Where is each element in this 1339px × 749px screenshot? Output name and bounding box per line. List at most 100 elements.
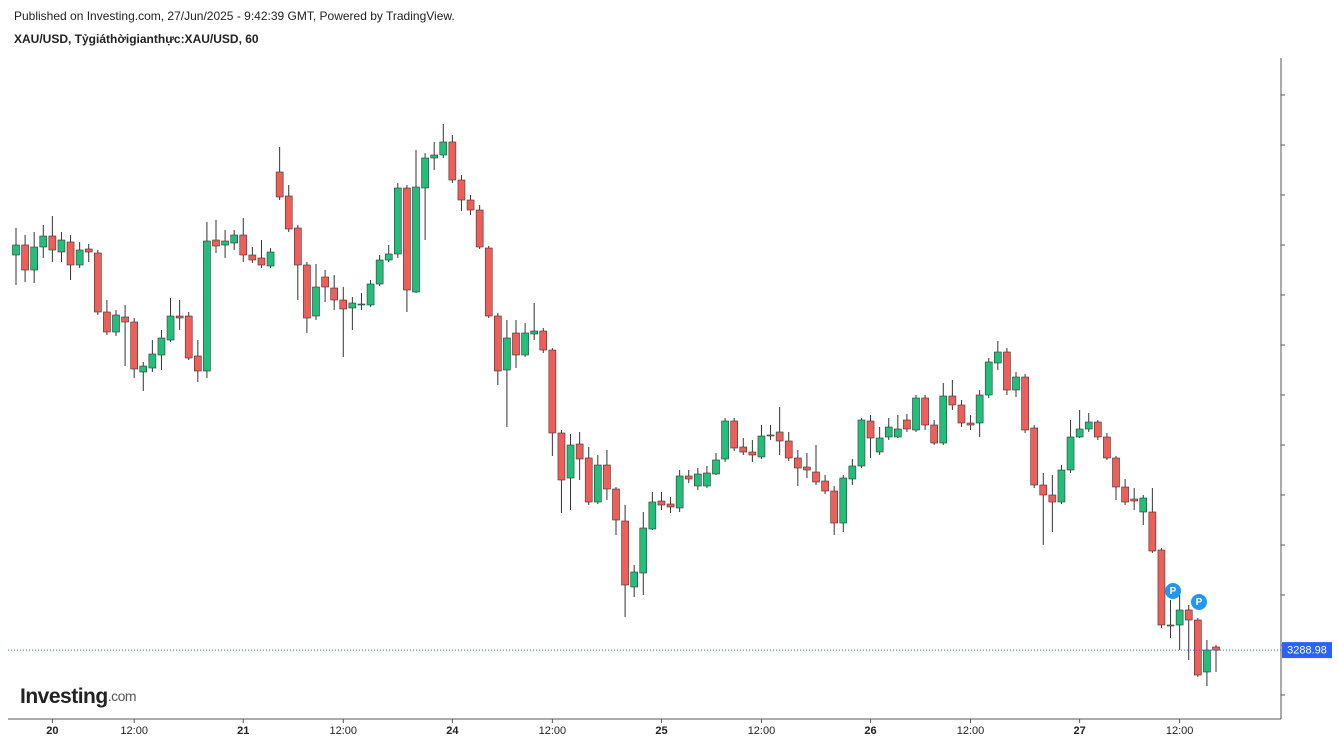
candle-body: [230, 234, 238, 244]
candle-body: [812, 471, 820, 483]
candle-body: [648, 501, 657, 530]
candle-body: [175, 315, 184, 319]
candle-body: [1094, 421, 1102, 438]
candle-body: [794, 457, 802, 469]
candle-body: [1166, 624, 1175, 627]
candle-body: [512, 332, 520, 356]
candle-body: [203, 240, 211, 372]
candle-body: [348, 302, 357, 309]
candle-body: [775, 431, 784, 442]
candle-body: [521, 332, 529, 356]
candle-body: [221, 240, 229, 246]
candle-body: [1148, 511, 1157, 552]
candle-body: [594, 464, 602, 503]
candle-body: [1203, 649, 1211, 673]
candle-body: [1112, 457, 1120, 488]
candle-body: [1048, 494, 1057, 503]
candle-body: [903, 419, 911, 430]
plot: 20 12:00 21 12:00 24 12:00 25 12:00 26 12:00 27 12:…: [8, 94, 1285, 737]
x-tick-label: 26: [864, 725, 876, 737]
candle-body: [975, 394, 984, 424]
candle-body: [830, 490, 838, 524]
candle-body: [275, 171, 284, 198]
x-tick-label: 21: [237, 725, 249, 737]
candle-body: [548, 349, 557, 434]
candle-body: [839, 477, 848, 524]
candle-body: [630, 571, 638, 588]
candle-body: [721, 420, 729, 460]
candle-body: [239, 234, 248, 256]
candle-body: [875, 437, 884, 453]
candle-body: [639, 527, 648, 574]
candle-body: [1084, 421, 1093, 430]
logo: Investing.com: [20, 685, 136, 708]
candle-body: [84, 248, 93, 253]
candle-body: [684, 475, 693, 480]
candle-body: [1066, 436, 1075, 471]
x-tick-label: 25: [655, 725, 667, 737]
candle-body: [694, 473, 702, 487]
x-tick-label: 24: [446, 725, 459, 737]
candle-body: [1021, 376, 1029, 431]
candle-body: [884, 426, 893, 438]
x-tick-label: 12:00: [957, 725, 985, 737]
annotation-label: P: [1196, 597, 1203, 608]
logo-name: Investing: [20, 685, 108, 708]
candle-body: [894, 428, 902, 438]
candle-body: [1175, 609, 1184, 626]
candle-body: [530, 330, 538, 335]
candle-body: [1121, 486, 1129, 503]
candle-body: [739, 446, 748, 453]
candle-body: [121, 316, 129, 323]
candle-body: [112, 314, 120, 333]
candle-body: [439, 141, 448, 156]
candle-body: [1003, 351, 1011, 391]
candle-body: [757, 435, 766, 458]
candle-body: [657, 500, 666, 506]
candle-body: [57, 239, 66, 253]
candle-body: [503, 337, 511, 371]
candle-body: [448, 141, 457, 181]
candle-body: [1130, 498, 1138, 502]
x-tick-label: 27: [1074, 725, 1086, 737]
logo-suffix: .com: [108, 688, 136, 704]
candle-body: [248, 254, 257, 261]
candle-body: [557, 432, 566, 481]
candle-body: [1194, 619, 1202, 676]
candle-body: [12, 244, 20, 256]
candle-body: [930, 424, 938, 444]
candle-body: [30, 246, 38, 271]
candle-body: [494, 315, 502, 372]
candle-body: [166, 315, 175, 341]
annotation-label: P: [1170, 586, 1177, 597]
candle-body: [394, 187, 402, 255]
candle-body: [666, 503, 675, 508]
candle-body: [130, 321, 138, 370]
x-tick-label: 20: [46, 725, 58, 737]
candle-body: [848, 465, 857, 480]
candle-body: [1075, 428, 1084, 438]
candle-body: [566, 444, 575, 479]
candle-body: [766, 434, 775, 437]
x-tick-label: 12:00: [748, 725, 776, 737]
candle-body: [21, 244, 29, 271]
candle-body: [1039, 484, 1048, 496]
symbol-title: XAU/USD, Tỷgiáthờigianthực:XAU/USD, 60: [14, 32, 259, 46]
candle-body: [48, 235, 57, 251]
candle-body: [939, 395, 948, 444]
published-note: Published on Investing.com, 27/Jun/2025 …: [14, 9, 455, 23]
candle-body: [730, 420, 738, 449]
candle-body: [1103, 436, 1111, 459]
candle-body: [1030, 427, 1038, 486]
candle-body: [957, 404, 966, 424]
candle-body: [857, 419, 866, 467]
price-label-box: [1282, 642, 1332, 659]
candle-body: [357, 303, 366, 306]
x-tick-label: 12:00: [330, 725, 358, 737]
candle-body: [984, 361, 993, 396]
candle-body: [475, 209, 484, 248]
x-tick-label: 12:00: [539, 725, 567, 737]
candle-body: [66, 241, 75, 266]
